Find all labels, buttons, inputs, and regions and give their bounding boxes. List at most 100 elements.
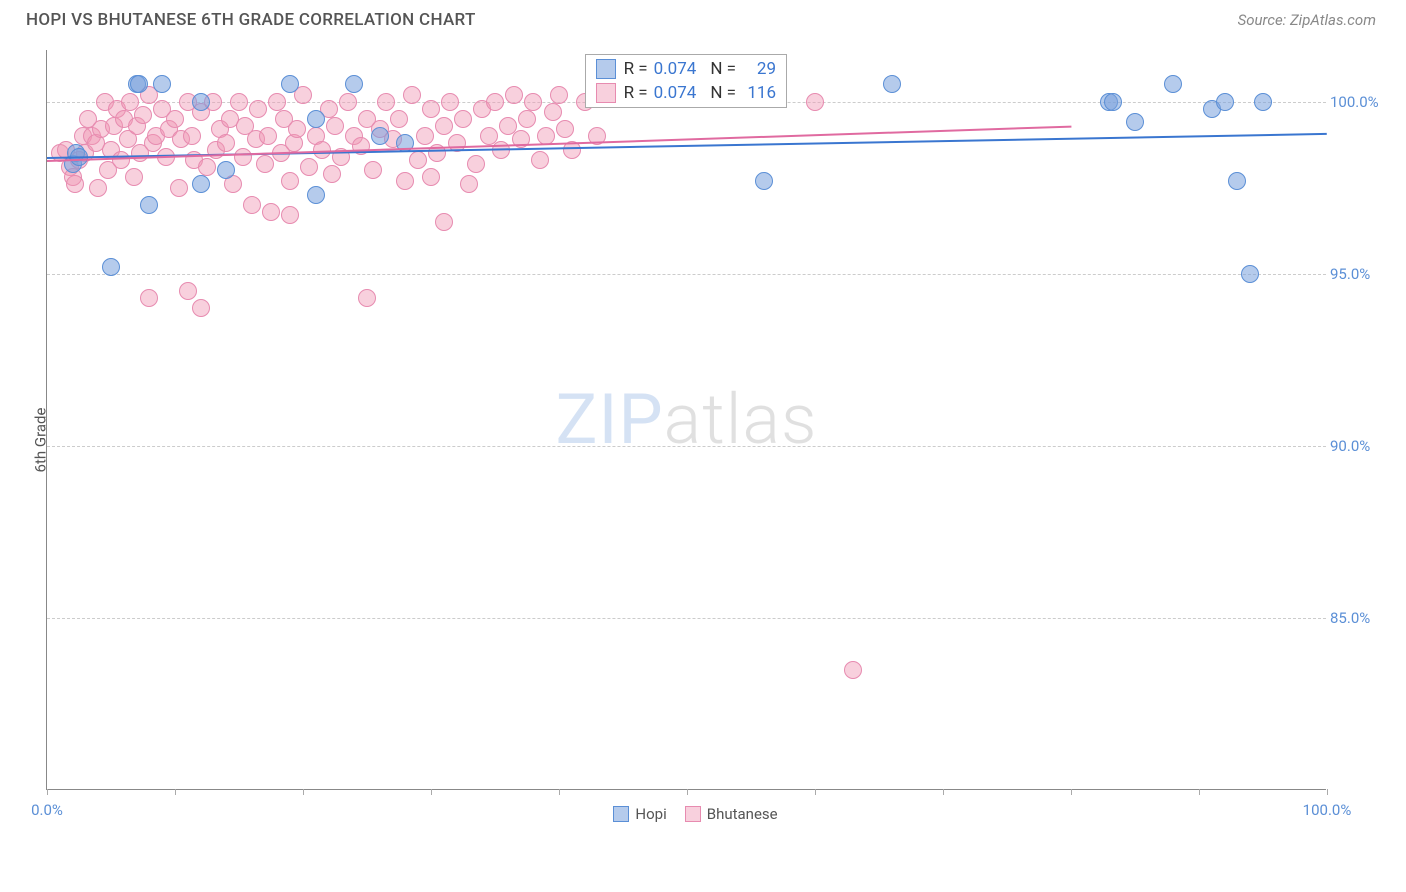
bhutanese-point [556,120,574,138]
hopi-point [1254,93,1272,111]
bhutanese-point [179,282,197,300]
hopi-point [371,127,389,145]
chart-header: HOPI VS BHUTANESE 6TH GRADE CORRELATION … [0,0,1406,40]
bhutanese-point [422,168,440,186]
hopi-point [1104,93,1122,111]
bhutanese-point [170,179,188,197]
x-tick-mark [303,789,304,795]
hopi-point [307,186,325,204]
hopi-point [192,175,210,193]
bhutanese-point [531,151,549,169]
x-tick-mark [1071,789,1072,795]
hopi-point [153,75,171,93]
y-tick-label: 95.0% [1330,265,1394,283]
stats-row: R =0.074N =116 [586,81,786,105]
bhutanese-point [326,117,344,135]
x-tick-mark [687,789,688,795]
bhutanese-point [300,158,318,176]
hopi-point [883,75,901,93]
x-tick-label: 0.0% [31,801,63,819]
gridline-h [47,446,1326,447]
bhutanese-point [198,158,216,176]
bhutanese-point [112,151,130,169]
legend-swatch [685,806,701,822]
x-tick-mark [815,789,816,795]
bhutanese-point [505,86,523,104]
y-tick-label: 85.0% [1330,609,1394,627]
bhutanese-point [467,155,485,173]
bhutanese-point [230,93,248,111]
hopi-point [1241,265,1259,283]
bottom-legend: Hopi Bhutanese [47,805,1326,823]
bhutanese-point [166,110,184,128]
bhutanese-point [262,203,280,221]
y-tick-label: 100.0% [1330,93,1394,111]
chart-title: HOPI VS BHUTANESE 6TH GRADE CORRELATION … [26,10,476,30]
bhutanese-point [339,93,357,111]
bhutanese-point [524,93,542,111]
x-tick-mark [559,789,560,795]
bhutanese-point [409,151,427,169]
bhutanese-point [416,127,434,145]
bhutanese-point [422,100,440,118]
stats-row: R =0.074N =29 [586,57,786,81]
x-tick-label: 100.0% [1303,801,1352,819]
hopi-point [1228,172,1246,190]
bhutanese-point [217,134,235,152]
bhutanese-point [281,206,299,224]
stats-legend: R =0.074N =29R =0.074N =116 [585,54,787,108]
bhutanese-point [259,127,277,145]
hopi-point [102,258,120,276]
bhutanese-point [281,172,299,190]
bhutanese-point [435,213,453,231]
watermark-rest: atlas [664,379,818,461]
bhutanese-point [256,155,274,173]
gridline-h [47,274,1326,275]
bhutanese-point [403,86,421,104]
bhutanese-point [288,120,306,138]
x-tick-mark [47,789,48,795]
bhutanese-point [89,179,107,197]
bhutanese-point [390,110,408,128]
bhutanese-point [550,86,568,104]
hopi-point [140,196,158,214]
legend-swatch [596,59,616,79]
legend-label: Hopi [635,805,666,823]
hopi-point [307,110,325,128]
watermark: ZIPatlas [556,379,818,461]
bhutanese-point [134,106,152,124]
bhutanese-point [249,100,267,118]
bhutanese-point [243,196,261,214]
hopi-point [345,75,363,93]
bhutanese-point [806,93,824,111]
bhutanese-point [518,110,536,128]
bhutanese-point [460,175,478,193]
hopi-point [192,93,210,111]
bhutanese-point [268,93,286,111]
bhutanese-point [377,93,395,111]
bhutanese-point [454,110,472,128]
bhutanese-point [323,165,341,183]
bhutanese-point [396,172,414,190]
x-tick-mark [943,789,944,795]
bhutanese-point [435,117,453,135]
hopi-point [1164,75,1182,93]
watermark-bold: ZIP [556,379,664,461]
bhutanese-point [441,93,459,111]
gridline-h [47,618,1326,619]
bhutanese-point [234,148,252,166]
hopi-point [130,75,148,93]
bhutanese-point [844,661,862,679]
chart-source: Source: ZipAtlas.com [1238,11,1376,29]
chart-area: 6th Grade ZIPatlas HopiBhutanese 85.0%90… [0,40,1406,840]
bhutanese-point [183,127,201,145]
bhutanese-point [192,299,210,317]
hopi-point [281,75,299,93]
bhutanese-point [364,161,382,179]
legend-label: Bhutanese [707,805,778,823]
bhutanese-point [544,103,562,121]
hopi-point [217,161,235,179]
hopi-point [1216,93,1234,111]
stats-text: R =0.074N =116 [624,83,776,103]
bhutanese-point [486,93,504,111]
